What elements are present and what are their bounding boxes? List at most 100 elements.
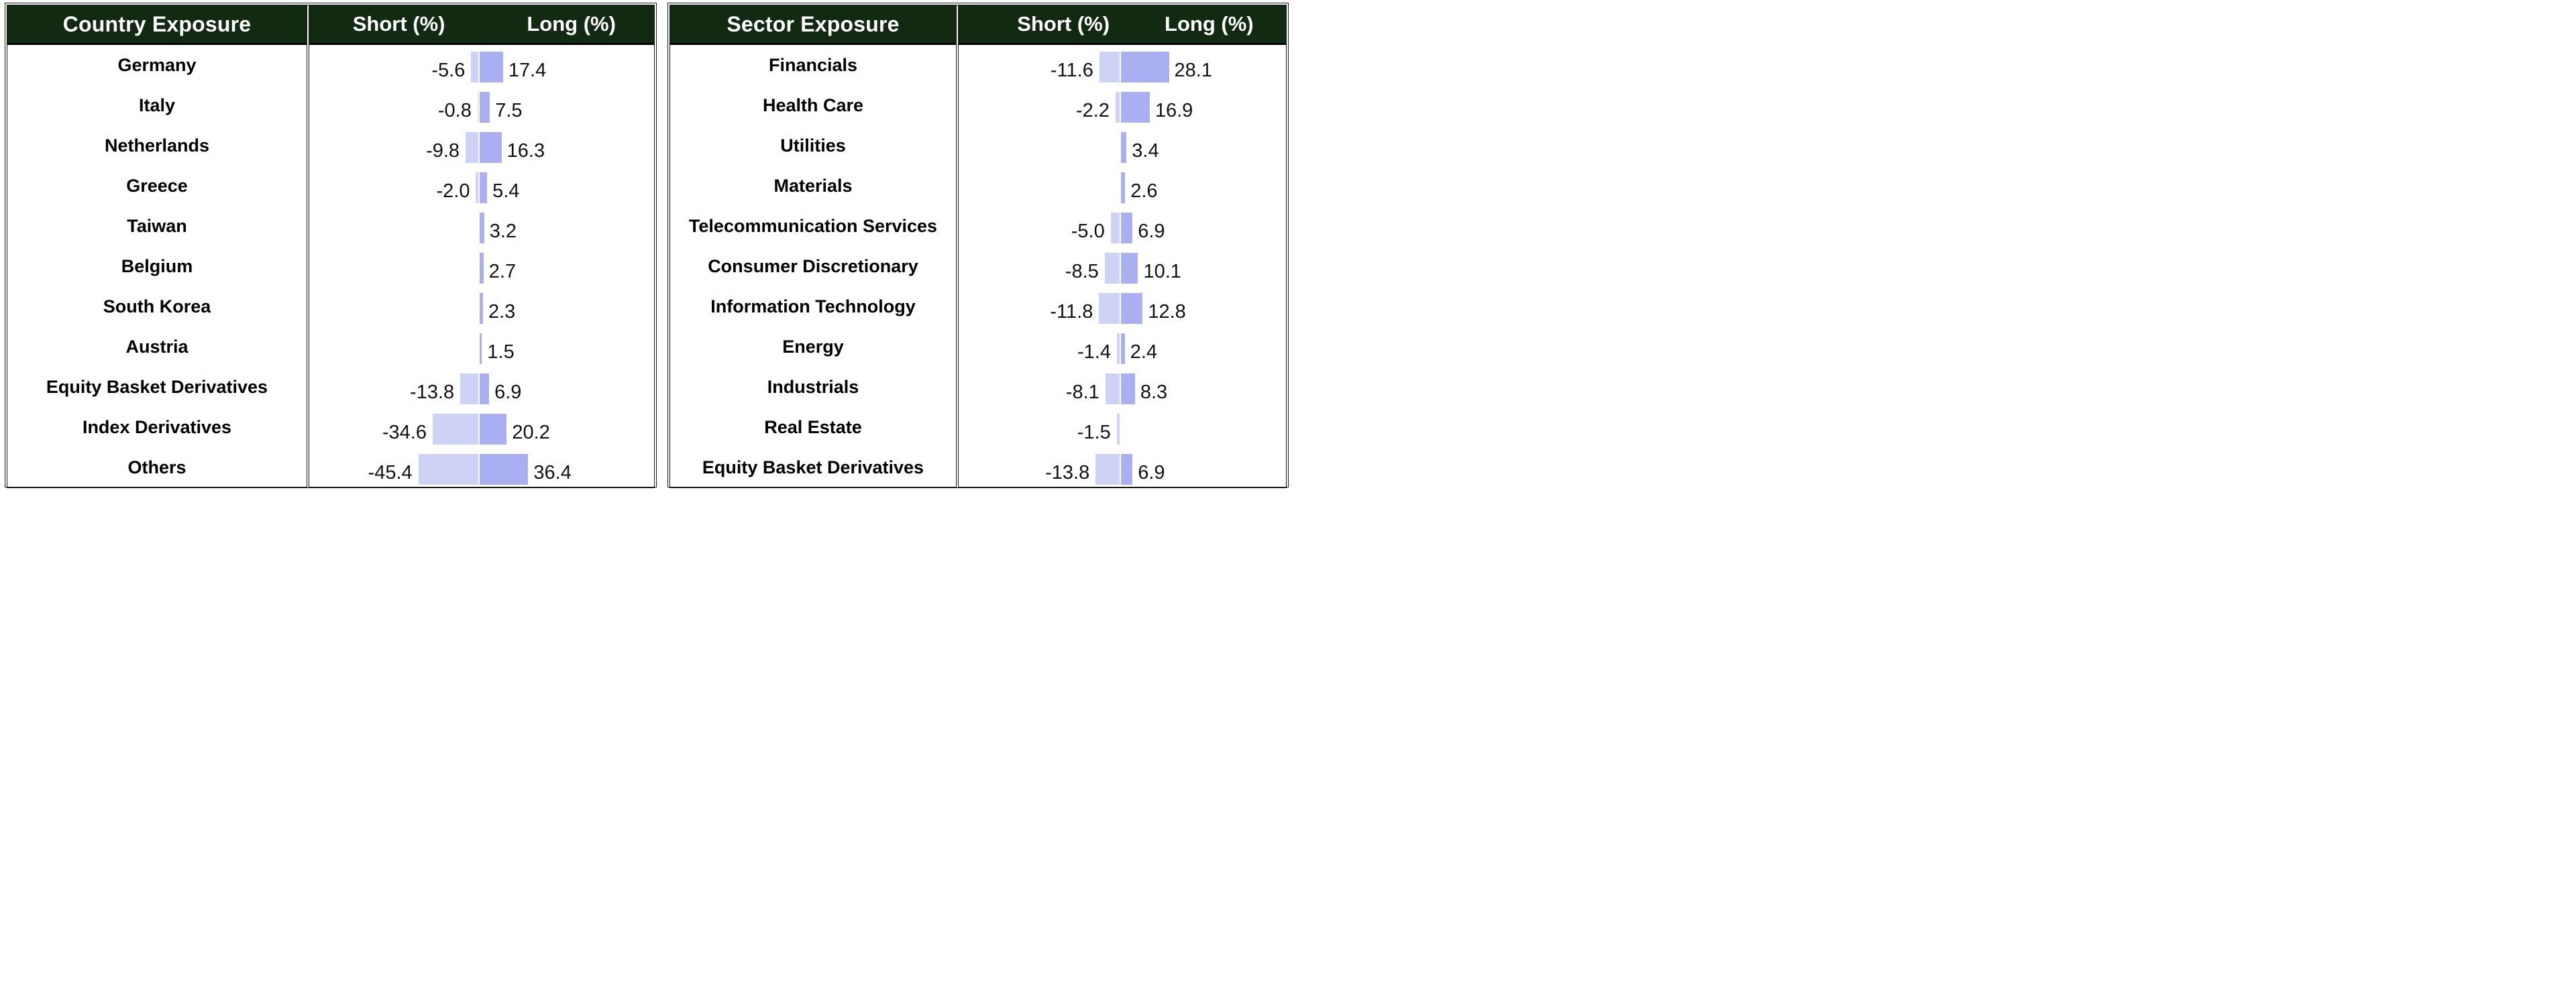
short-bar xyxy=(466,132,479,163)
long-value: 7.5 xyxy=(495,100,523,121)
long-value: 36.4 xyxy=(533,462,572,483)
exposure-bar-cell: -45.4 36.4 xyxy=(309,447,654,487)
long-bar xyxy=(480,373,490,404)
bars-header: Short (%) Long (%) xyxy=(959,5,1286,45)
column-separator xyxy=(956,5,959,487)
short-bar xyxy=(1115,92,1120,123)
row-label: Materials xyxy=(773,175,853,196)
exposure-bar-cell: -34.6 20.2 xyxy=(309,407,654,447)
row-label: Equity Basket Derivatives xyxy=(46,376,268,397)
short-value: -8.1 xyxy=(1065,382,1099,403)
exposure-bar-cell: -13.8 6.9 xyxy=(309,367,654,407)
short-value: -11.6 xyxy=(1050,60,1093,81)
short-value: -13.8 xyxy=(410,382,455,403)
short-bar xyxy=(476,172,479,203)
long-bar xyxy=(480,293,483,324)
short-bar xyxy=(471,52,479,82)
row-label: Industrials xyxy=(767,376,859,397)
long-bar xyxy=(1120,454,1133,485)
row-label: Netherlands xyxy=(104,135,210,156)
exposure-bar-cell: -5.0 6.9 xyxy=(959,206,1286,246)
row-label: Austria xyxy=(125,336,189,357)
exposure-bar-cell: -5.6 17.4 xyxy=(309,45,654,85)
exposure-bar-cell: -1.5 xyxy=(959,407,1286,447)
sector-exposure-grid: Sector Exposure Short (%) Long (%) Finan… xyxy=(670,5,1286,487)
short-value: -8.5 xyxy=(1065,261,1099,282)
exposure-bar-cell: 3.2 xyxy=(309,206,654,246)
row-label: Index Derivatives xyxy=(82,416,232,437)
long-value: 12.8 xyxy=(1148,301,1186,323)
long-bar xyxy=(480,172,488,203)
long-bar xyxy=(480,92,490,123)
long-value: 16.9 xyxy=(1155,100,1193,121)
exposure-bar-cell: -11.8 12.8 xyxy=(959,286,1286,327)
short-bar xyxy=(1099,52,1120,82)
exposure-bar-cell: 2.6 xyxy=(959,166,1286,206)
exposure-bar-cell: -8.5 10.1 xyxy=(959,246,1286,286)
exposure-bar-cell: 2.3 xyxy=(309,286,654,327)
long-value: 2.4 xyxy=(1130,341,1158,363)
sector-exposure-table-frame: Sector Exposure Short (%) Long (%) Finan… xyxy=(669,5,1287,488)
short-bar xyxy=(1116,333,1120,364)
short-bar xyxy=(432,414,479,445)
long-value: 8.3 xyxy=(1140,382,1168,403)
short-value: -1.5 xyxy=(1077,422,1111,443)
row-label: Greece xyxy=(126,175,188,196)
short-value: -9.8 xyxy=(426,140,460,162)
long-bar xyxy=(1120,92,1150,123)
long-value: 2.3 xyxy=(488,301,516,323)
long-value: 5.4 xyxy=(492,180,520,202)
exposure-bar-cell: 1.5 xyxy=(309,327,654,367)
long-bar xyxy=(1120,213,1133,243)
long-bar xyxy=(480,213,484,243)
exposure-bar-cell: -13.8 6.9 xyxy=(959,447,1286,487)
short-value: -45.4 xyxy=(368,462,413,483)
long-value: 6.9 xyxy=(1138,462,1165,483)
short-bar xyxy=(1116,414,1120,445)
row-label: Telecommunication Services xyxy=(688,215,938,236)
row-label: Belgium xyxy=(121,255,193,276)
short-column-header: Short (%) xyxy=(1017,12,1110,36)
row-label: Taiwan xyxy=(127,215,187,236)
exposure-report: Country Exposure Short (%) Long (%) Germ… xyxy=(0,0,1289,492)
short-bar xyxy=(460,373,479,404)
bars-header: Short (%) Long (%) xyxy=(309,5,654,45)
long-column-header: Long (%) xyxy=(1165,12,1254,36)
short-value: -0.8 xyxy=(437,100,472,121)
long-bar xyxy=(1120,373,1135,404)
short-bar xyxy=(1095,454,1120,485)
column-separator xyxy=(307,5,309,487)
row-label: Others xyxy=(127,457,186,477)
short-value: -1.4 xyxy=(1077,341,1111,363)
row-label: Real Estate xyxy=(764,416,862,437)
long-bar xyxy=(1120,132,1127,163)
long-value: 3.4 xyxy=(1132,140,1159,162)
long-bar xyxy=(1120,253,1138,284)
long-value: 6.9 xyxy=(494,382,522,403)
exposure-bar-cell: 3.4 xyxy=(959,125,1286,166)
row-label: Health Care xyxy=(762,95,864,115)
exposure-bar-cell: -0.8 7.5 xyxy=(309,85,654,125)
country-exposure-table-frame: Country Exposure Short (%) Long (%) Germ… xyxy=(7,5,655,488)
row-label: Germany xyxy=(117,54,197,75)
short-bar xyxy=(1104,253,1120,284)
long-value: 2.7 xyxy=(488,261,517,282)
row-label: Financials xyxy=(768,54,858,75)
long-bar xyxy=(480,132,502,163)
table-title: Country Exposure xyxy=(7,5,307,45)
exposure-bar-cell: -1.4 2.4 xyxy=(959,327,1286,367)
long-bar xyxy=(1120,172,1126,203)
long-value: 1.5 xyxy=(487,341,515,363)
long-bar xyxy=(480,52,503,82)
short-value: -2.0 xyxy=(436,180,470,202)
exposure-bar-cell: -11.6 28.1 xyxy=(959,45,1286,85)
exposure-bar-cell: -2.2 16.9 xyxy=(959,85,1286,125)
exposure-bar-cell: -9.8 16.3 xyxy=(309,125,654,166)
short-value: -2.2 xyxy=(1075,100,1110,121)
exposure-bar-cell: -2.0 5.4 xyxy=(309,166,654,206)
country-exposure-table: Country Exposure Short (%) Long (%) Germ… xyxy=(5,3,657,488)
short-bar xyxy=(418,454,479,485)
long-value: 2.6 xyxy=(1130,180,1158,202)
long-bar xyxy=(1120,333,1125,364)
row-label: Energy xyxy=(782,336,844,357)
